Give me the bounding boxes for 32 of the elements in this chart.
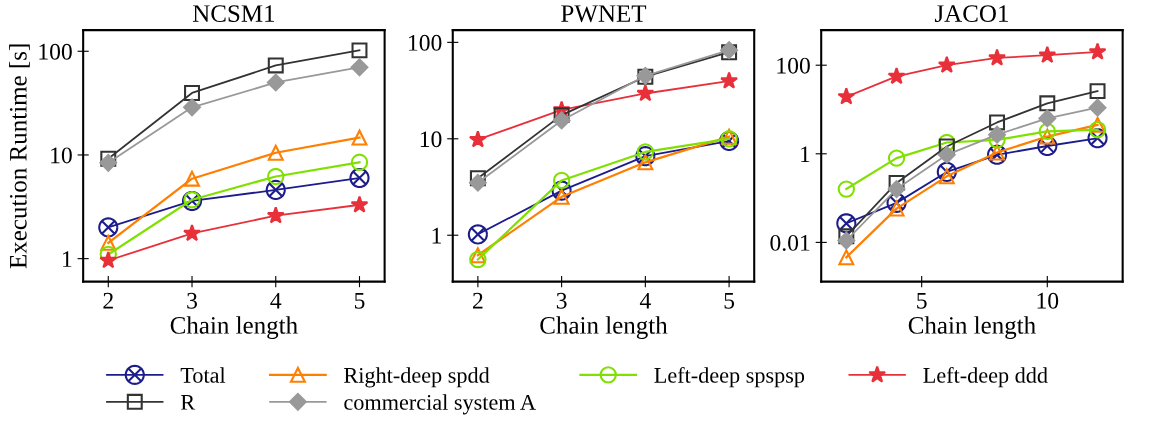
x-tick-label: 3 (187, 292, 197, 309)
y-tick-label: 10 (420, 131, 442, 148)
y-tick-label: 100 (39, 43, 72, 60)
legend-label: R (180, 395, 196, 410)
y-axis-title: Execution Runtime [s] (9, 44, 30, 269)
y-tick-label: 0.01 (770, 234, 810, 251)
x-axis-title: Chain length (908, 316, 1036, 339)
x-axis-title: Chain length (540, 316, 668, 339)
chart-title: JACO1 (934, 5, 1008, 23)
chart-title: PWNET (561, 5, 647, 23)
chart-title: NCSM1 (192, 5, 275, 23)
x-tick-label: 3 (556, 292, 567, 309)
x-tick-label: 10 (1037, 292, 1059, 309)
x-tick-label: 2 (473, 292, 483, 309)
x-tick-label: 4 (639, 292, 651, 309)
x-tick-label: 4 (270, 292, 282, 309)
legend-label: Left-deep ddd (923, 366, 1048, 388)
legend-label: Total (180, 367, 226, 383)
y-tick-label: 10 (51, 147, 72, 164)
x-tick-label: 2 (103, 292, 113, 309)
y-tick-label: 1 (432, 227, 441, 244)
y-tick-label: 1 (63, 251, 72, 267)
legend-label: Left-deep spspsp (654, 366, 805, 388)
x-axis-title: Chain length (170, 316, 298, 339)
x-tick-label: 5 (917, 292, 927, 309)
x-tick-label: 5 (354, 292, 365, 309)
legend-label: commercial system A (344, 394, 536, 415)
y-tick-label: 1 (801, 146, 810, 162)
x-tick-label: 5 (724, 292, 735, 309)
y-tick-label: 100 (777, 57, 810, 74)
y-tick-label: 100 (409, 34, 442, 51)
legend-label: Right-deep spdd (344, 367, 490, 388)
